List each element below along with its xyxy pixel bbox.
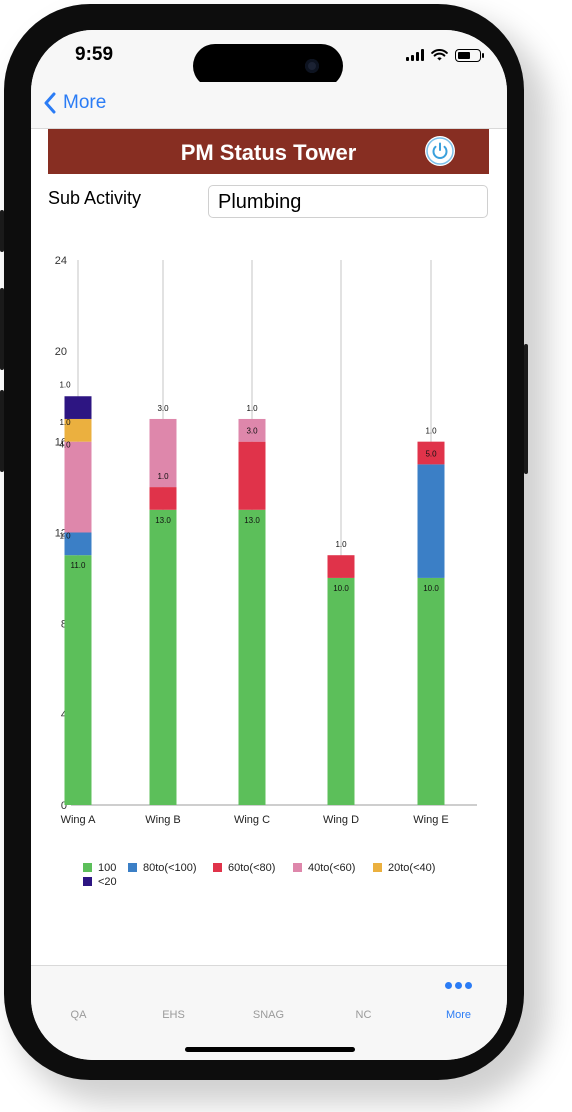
- power-side-button: [524, 344, 528, 474]
- x-tick-label: Wing D: [323, 814, 359, 826]
- navigation-bar: More: [31, 82, 507, 129]
- legend-swatch: [213, 863, 222, 872]
- tab-snag[interactable]: SNAG: [221, 966, 316, 1036]
- phone-frame: 9:59 More PM Status Tower: [0, 4, 528, 1080]
- bar-segment: [149, 487, 177, 510]
- y-tick-label: 12: [55, 528, 67, 540]
- sub-activity-label: Sub Activity: [48, 188, 142, 208]
- tab-more-label: More: [445, 1009, 472, 1021]
- bar-segment: [149, 418, 177, 488]
- y-tick-label: 4: [61, 709, 67, 721]
- status-time: 9:59: [75, 44, 114, 65]
- y-tick-label: 20: [55, 346, 67, 358]
- data-label: 1.0: [59, 380, 71, 389]
- data-label: 3.0: [246, 427, 258, 436]
- x-tick-label: Wing A: [61, 814, 97, 826]
- legend-swatch: [128, 863, 137, 872]
- power-icon: [426, 137, 454, 165]
- y-tick-label: 16: [55, 437, 67, 449]
- tab-bar: QA EHS SNAG NC More: [31, 965, 507, 1060]
- tab-more[interactable]: More: [411, 966, 506, 1036]
- tab-qa-label: QA: [70, 1009, 87, 1021]
- x-tick-label: Wing C: [234, 814, 270, 826]
- data-label: 1.0: [335, 540, 347, 549]
- data-label: 13.0: [155, 516, 171, 525]
- tab-nc-label: NC: [355, 1009, 372, 1021]
- legend-label: <20: [98, 876, 117, 888]
- tab-nc[interactable]: NC: [316, 966, 411, 1036]
- status-icons: [406, 48, 484, 62]
- action-button: [0, 210, 4, 252]
- sub-activity-row: Sub Activity Plumbing: [48, 185, 489, 221]
- bar-segment: [64, 396, 92, 419]
- legend-swatch: [373, 863, 382, 872]
- x-tick-label: Wing E: [413, 814, 448, 826]
- data-label: 10.0: [333, 584, 349, 593]
- data-label: 3.0: [157, 404, 169, 413]
- legend-label: 100: [98, 862, 116, 874]
- y-tick-label: 8: [61, 618, 67, 630]
- bar-segment: [327, 577, 355, 805]
- chevron-left-icon: [44, 92, 56, 114]
- camera-icon: [305, 59, 319, 73]
- legend-swatch: [83, 863, 92, 872]
- data-label: 4.0: [59, 441, 71, 450]
- status-tower-chart: 0 4 8 12 16 20 24 Wing A Wing B Wing C Wing D Wing …: [55, 255, 477, 888]
- legend-swatch: [83, 877, 92, 886]
- bar-segment: [64, 418, 92, 442]
- data-label: 1.0: [425, 427, 437, 436]
- data-label: 1.0: [246, 404, 258, 413]
- y-tick-label: 0: [61, 800, 67, 812]
- bar-segment: [238, 441, 266, 510]
- data-label: 1.0: [157, 472, 169, 481]
- tab-ehs[interactable]: EHS: [126, 966, 221, 1036]
- volume-down-button: [0, 390, 4, 472]
- legend-label: 80to(<100): [143, 862, 197, 874]
- tab-snag-label: SNAG: [252, 1009, 285, 1021]
- dynamic-island: [193, 44, 343, 88]
- tab-ehs-label: EHS: [162, 1009, 185, 1021]
- bar-segment: [417, 464, 445, 578]
- page-title: PM Status Tower: [180, 140, 357, 165]
- title-bar: PM Status Tower: [48, 129, 489, 174]
- tab-qa[interactable]: QA: [31, 966, 126, 1036]
- bar-segment: [327, 555, 355, 578]
- data-label: 11.0: [71, 561, 87, 570]
- home-indicator: [185, 1047, 355, 1052]
- legend-swatch: [293, 863, 302, 872]
- cellular-signal-icon: [406, 49, 424, 61]
- back-button-label: More: [63, 92, 107, 113]
- y-tick-label: 24: [55, 255, 67, 267]
- bar-segment: [417, 577, 445, 805]
- status-bar: 9:59: [31, 30, 507, 88]
- power-button[interactable]: [425, 136, 455, 166]
- x-tick-label: Wing B: [145, 814, 180, 826]
- sub-activity-field[interactable]: Plumbing: [208, 185, 488, 218]
- bar-segment: [149, 509, 177, 805]
- legend-label: 20to(<40): [388, 862, 435, 874]
- more-dots-icon: [411, 982, 506, 989]
- bar-segment: [417, 441, 445, 465]
- bar-segment: [238, 418, 266, 442]
- data-label: 13.0: [244, 516, 260, 525]
- bar-segment: [64, 441, 92, 533]
- bar-segment: [64, 532, 92, 556]
- legend-label: 40to(<60): [308, 862, 355, 874]
- battery-icon: [455, 48, 484, 62]
- wifi-icon: [431, 49, 448, 61]
- data-label: 1.0: [59, 418, 71, 427]
- bar-segment: [64, 555, 92, 805]
- legend-label: 60to(<80): [228, 862, 275, 874]
- screen: 9:59 More PM Status Tower: [31, 30, 507, 1060]
- back-button[interactable]: More: [43, 92, 106, 114]
- volume-up-button: [0, 288, 4, 370]
- data-label: 5.0: [425, 449, 437, 458]
- bar-segment: [238, 509, 266, 805]
- data-label: 10.0: [423, 584, 439, 593]
- data-label: 1.0: [59, 532, 71, 541]
